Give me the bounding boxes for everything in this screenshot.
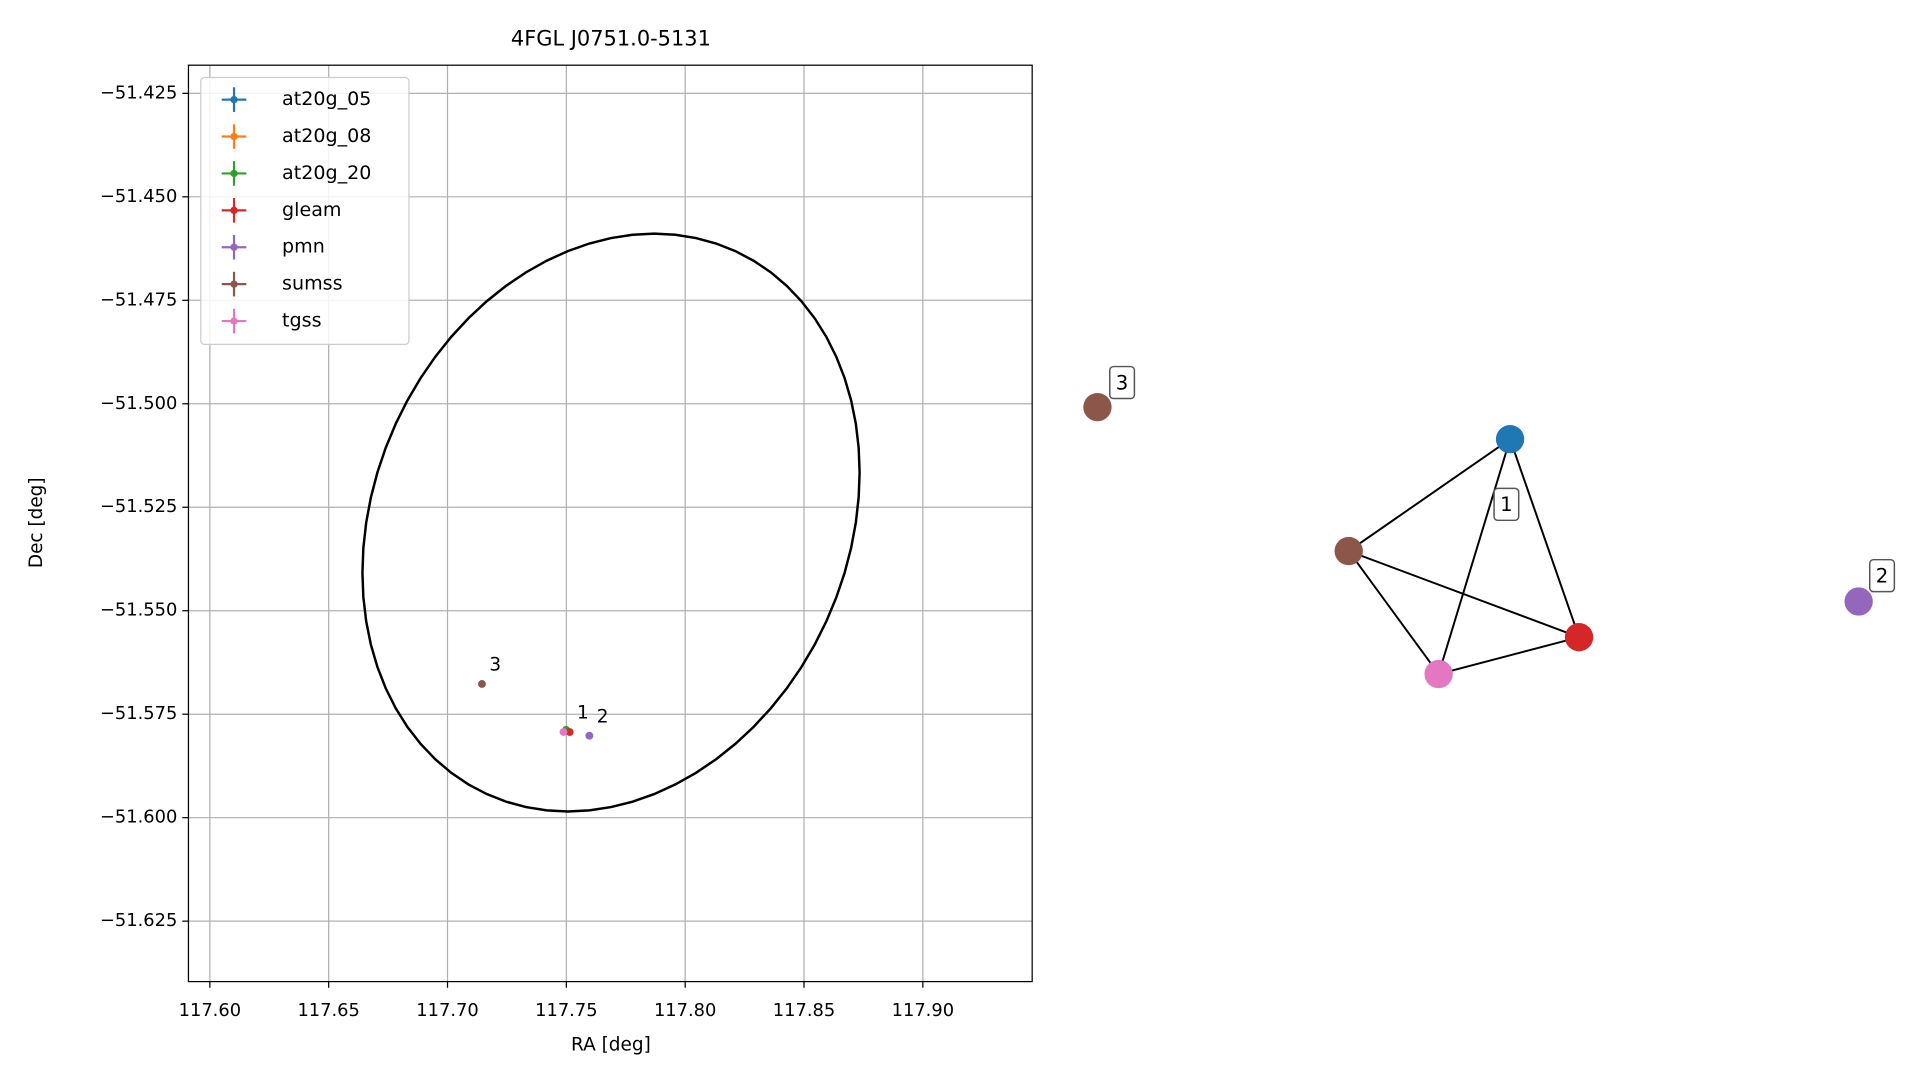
- group-label-box: [1493, 487, 1520, 522]
- edge: [1509, 438, 1580, 638]
- y-tick-label: −51.475: [100, 289, 177, 310]
- plot-frame: [187, 64, 1033, 983]
- point-label: 1: [577, 703, 589, 724]
- node: [1495, 424, 1525, 454]
- edge: [1437, 438, 1512, 675]
- x-tick-label: 117.65: [297, 1000, 359, 1021]
- group-label-box: [1109, 365, 1136, 400]
- x-tick-label: 117.70: [416, 1000, 478, 1021]
- y-tick-label: −51.450: [100, 186, 177, 207]
- edge: [1348, 438, 1511, 552]
- y-tick-label: −51.525: [100, 496, 177, 517]
- legend-label: gleam: [282, 199, 341, 221]
- point-label: 2: [597, 706, 609, 727]
- legend-marker: [230, 243, 238, 251]
- legend-label: at20g_05: [282, 88, 371, 110]
- x-tick-label: 117.80: [654, 1000, 716, 1021]
- node: [1334, 536, 1363, 566]
- y-tick-label: −51.625: [100, 910, 177, 931]
- legend-label: sumss: [282, 273, 342, 295]
- error-ellipse: [361, 232, 861, 813]
- point: [585, 731, 594, 740]
- chart-title: 4FGL J0751.0-5131: [511, 26, 711, 50]
- edge: [1347, 550, 1440, 675]
- legend-label: at20g_08: [282, 125, 371, 147]
- node: [1564, 623, 1594, 652]
- edge: [1438, 636, 1580, 676]
- legend-marker: [230, 169, 238, 178]
- y-tick-label: −51.550: [100, 600, 177, 621]
- node: [1083, 393, 1112, 422]
- y-tick-label: −51.600: [100, 807, 177, 828]
- node: [1844, 587, 1873, 616]
- legend-label: tgss: [282, 310, 321, 332]
- x-tick-label: 117.75: [535, 1000, 597, 1021]
- y-tick-label: −51.575: [100, 703, 177, 724]
- legend-marker: [230, 280, 238, 288]
- group-label: 3: [1116, 371, 1129, 394]
- legend-marker: [230, 317, 238, 325]
- edge: [1348, 550, 1580, 639]
- y-tick-label: −51.425: [100, 82, 177, 103]
- x-tick-label: 117.85: [773, 1000, 835, 1021]
- y-axis-label: Dec [deg]: [26, 477, 47, 568]
- legend-label: at20g_20: [282, 162, 371, 184]
- group-label-box: [1868, 558, 1896, 593]
- point: [478, 680, 486, 688]
- group-label: 1: [1500, 493, 1513, 516]
- legend-marker: [230, 206, 238, 215]
- legend-label: pmn: [282, 236, 325, 258]
- point: [565, 728, 574, 736]
- legend-box: [200, 76, 410, 346]
- legend-marker: [230, 95, 238, 104]
- x-axis-label: RA [deg]: [571, 1035, 651, 1056]
- x-tick-label: 117.90: [892, 1000, 954, 1021]
- y-tick-label: −51.500: [100, 393, 177, 414]
- x-tick-label: 117.60: [179, 1000, 241, 1021]
- group-label: 2: [1876, 564, 1889, 587]
- point: [559, 728, 568, 736]
- node: [1424, 659, 1453, 689]
- point-label: 3: [489, 655, 501, 676]
- legend-marker: [230, 132, 238, 141]
